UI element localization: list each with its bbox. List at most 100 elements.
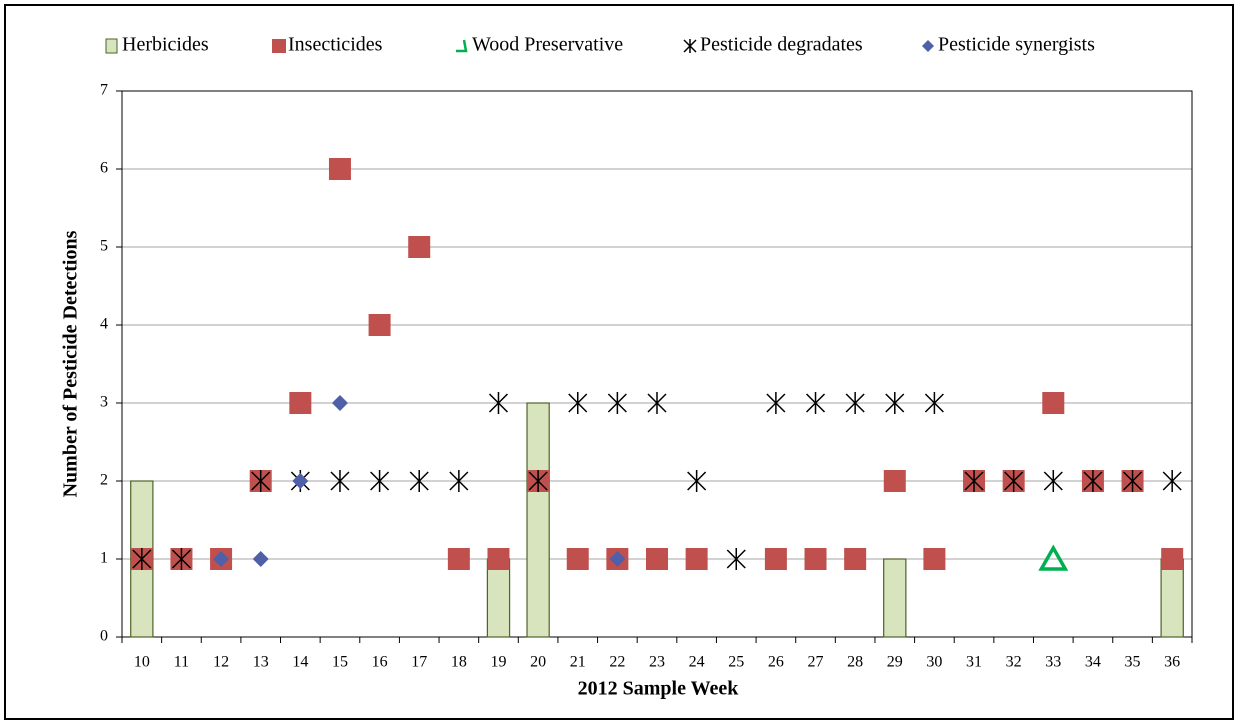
triangle-marker bbox=[1038, 544, 1069, 571]
asterisk-marker bbox=[766, 392, 786, 414]
asterisk-marker bbox=[885, 392, 905, 414]
x-tick-label: 30 bbox=[926, 654, 942, 671]
x-tick-label: 14 bbox=[292, 654, 308, 671]
square-marker bbox=[883, 470, 906, 492]
square-marker bbox=[764, 548, 787, 570]
legend-swatch bbox=[105, 38, 118, 54]
legend-label: Herbicides bbox=[122, 34, 209, 56]
square-marker bbox=[289, 392, 312, 414]
asterisk-marker bbox=[1162, 470, 1182, 492]
asterisk-marker bbox=[1123, 470, 1143, 492]
square-marker bbox=[646, 548, 668, 570]
asterisk-marker bbox=[924, 392, 944, 414]
x-tick-label: 13 bbox=[253, 654, 269, 671]
bar bbox=[1160, 558, 1184, 638]
square-marker bbox=[1161, 548, 1184, 570]
bar bbox=[486, 558, 511, 638]
asterisk-marker bbox=[449, 470, 469, 492]
x-tick-label: 28 bbox=[847, 654, 863, 671]
x-tick-label: 21 bbox=[570, 654, 586, 671]
asterisk-marker bbox=[805, 392, 826, 414]
x-tick-label: 10 bbox=[134, 654, 150, 671]
bar bbox=[883, 558, 907, 638]
x-tick-label: 17 bbox=[411, 654, 427, 671]
y-tick-label: 1 bbox=[100, 550, 108, 567]
x-tick-label: 32 bbox=[1006, 654, 1022, 671]
x-tick-label: 18 bbox=[451, 654, 467, 671]
x-tick-label: 33 bbox=[1045, 654, 1061, 671]
square-marker bbox=[1042, 392, 1065, 414]
x-tick-label: 23 bbox=[649, 654, 665, 671]
x-tick-label: 22 bbox=[609, 654, 625, 671]
y-tick-label: 5 bbox=[100, 238, 108, 255]
bar bbox=[526, 402, 550, 638]
y-tick-label: 0 bbox=[100, 628, 108, 645]
chart-border bbox=[4, 4, 1234, 720]
asterisk-marker bbox=[251, 470, 271, 492]
plot-frame bbox=[121, 90, 1193, 638]
square-marker bbox=[804, 548, 827, 570]
x-tick-label: 25 bbox=[728, 654, 744, 671]
asterisk-marker bbox=[607, 392, 627, 414]
asterisk-marker bbox=[132, 548, 152, 570]
square-marker bbox=[408, 236, 431, 258]
x-tick-label: 20 bbox=[530, 654, 546, 671]
square-marker bbox=[447, 548, 470, 570]
asterisk-marker bbox=[1004, 470, 1024, 492]
legend-swatch bbox=[456, 39, 468, 53]
asterisk-marker bbox=[687, 470, 707, 492]
square-marker bbox=[368, 314, 391, 336]
y-tick-label: 6 bbox=[100, 160, 108, 177]
x-axis-label: 2012 Sample Week bbox=[578, 678, 740, 700]
asterisk-marker bbox=[1043, 470, 1063, 492]
x-tick-label: 15 bbox=[332, 654, 348, 671]
y-axis-label: Number of Pesticide Detections bbox=[60, 230, 82, 497]
x-tick-label: 29 bbox=[887, 654, 903, 671]
asterisk-marker bbox=[845, 392, 865, 414]
asterisk-marker bbox=[647, 392, 667, 414]
diamond-marker bbox=[252, 551, 269, 567]
square-marker bbox=[923, 548, 946, 570]
square-marker bbox=[487, 548, 510, 570]
x-tick-label: 31 bbox=[966, 654, 982, 671]
x-tick-label: 24 bbox=[689, 654, 705, 671]
x-tick-label: 34 bbox=[1085, 654, 1101, 671]
asterisk-marker bbox=[409, 470, 429, 492]
asterisk-marker bbox=[1083, 470, 1103, 492]
asterisk-marker bbox=[488, 392, 509, 414]
legend-label: Insecticides bbox=[288, 34, 383, 56]
x-tick-label: 36 bbox=[1164, 654, 1180, 671]
diamond-marker bbox=[609, 551, 626, 567]
y-tick-label: 2 bbox=[100, 472, 108, 489]
x-tick-label: 12 bbox=[213, 654, 229, 671]
legend-label: Wood Preservative bbox=[472, 34, 623, 56]
diamond-marker bbox=[331, 395, 348, 411]
asterisk-marker bbox=[171, 548, 191, 570]
asterisk-marker bbox=[528, 470, 548, 492]
legend-swatch bbox=[272, 39, 286, 53]
diamond-marker bbox=[292, 473, 309, 489]
y-tick-label: 3 bbox=[100, 394, 108, 411]
x-tick-label: 19 bbox=[490, 654, 506, 671]
square-marker bbox=[566, 548, 589, 570]
asterisk-marker bbox=[964, 470, 984, 492]
square-marker bbox=[844, 548, 867, 570]
y-tick-label: 7 bbox=[100, 82, 108, 99]
square-marker bbox=[328, 158, 351, 180]
asterisk-marker bbox=[726, 548, 746, 570]
legend-swatch bbox=[683, 39, 697, 53]
asterisk-marker bbox=[568, 392, 588, 414]
square-marker bbox=[685, 548, 708, 570]
diamond-marker bbox=[213, 551, 230, 567]
x-tick-label: 26 bbox=[768, 654, 784, 671]
x-tick-label: 11 bbox=[174, 654, 189, 671]
asterisk-marker bbox=[370, 470, 390, 492]
legend-label: Pesticide synergists bbox=[938, 34, 1095, 56]
y-tick-label: 4 bbox=[100, 316, 108, 333]
x-tick-label: 16 bbox=[372, 654, 388, 671]
asterisk-marker bbox=[330, 470, 350, 492]
x-tick-label: 27 bbox=[808, 654, 824, 671]
legend-label: Pesticide degradates bbox=[700, 34, 863, 56]
x-tick-label: 35 bbox=[1125, 654, 1141, 671]
